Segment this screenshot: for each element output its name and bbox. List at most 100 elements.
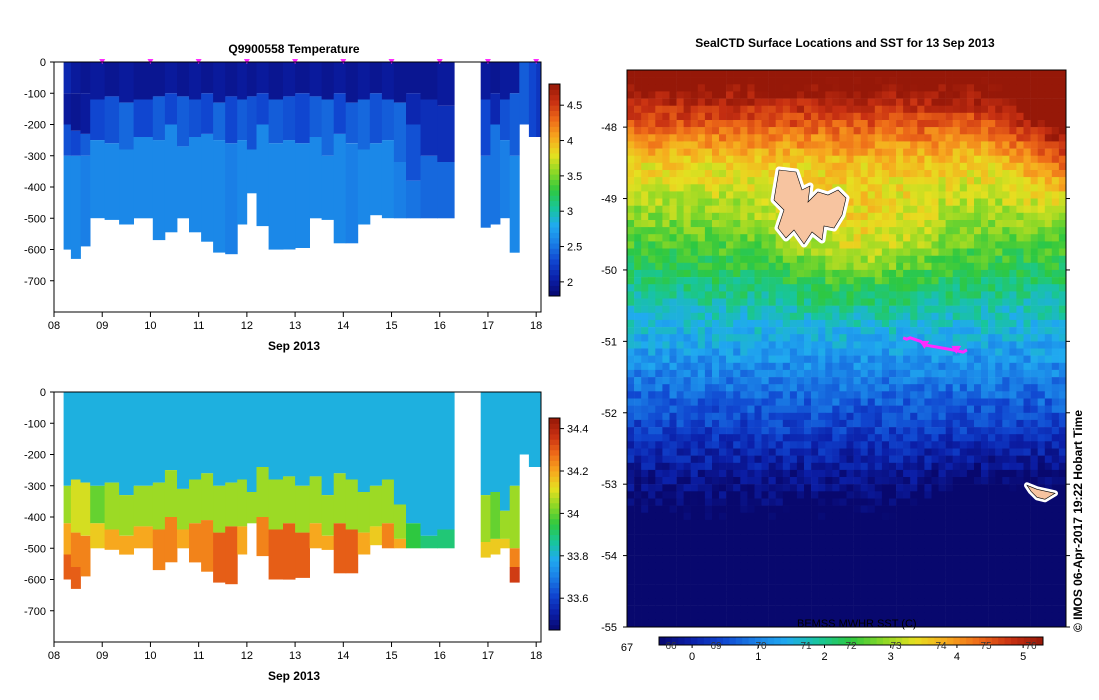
sst-cell-30-3 bbox=[839, 91, 847, 99]
sst-cell-39-32 bbox=[903, 298, 911, 306]
sst-cell-8-26 bbox=[683, 255, 691, 264]
sst-cell-7-62 bbox=[676, 512, 684, 521]
temperature-section-panel: Q9900558 Temperature 0-100-200-300-400-5… bbox=[24, 42, 582, 353]
sst-cell-51-19 bbox=[988, 205, 996, 214]
sst-cell-55-11 bbox=[1016, 148, 1024, 157]
sst-cell-36-49 bbox=[881, 419, 890, 428]
sst-cell-38-61 bbox=[896, 505, 904, 514]
sst-cell-46-48 bbox=[952, 412, 961, 421]
sst-cell-15-14 bbox=[733, 170, 741, 178]
sst-cell-36-53 bbox=[881, 448, 890, 456]
sst-cell-31-63 bbox=[846, 519, 854, 528]
sst-cell-31-13 bbox=[846, 162, 854, 171]
sst-cell-20-2 bbox=[768, 84, 776, 92]
sst-cell-2-8 bbox=[641, 127, 649, 135]
sst-cell-29-30 bbox=[832, 284, 840, 292]
sst-cell-61-8 bbox=[1058, 127, 1067, 135]
sst-cell-14-19 bbox=[726, 205, 734, 214]
sst-cell-10-23 bbox=[697, 234, 706, 242]
sst-cell-2-57 bbox=[641, 477, 649, 485]
sst-cell-20-55 bbox=[768, 462, 776, 471]
sst-cell-11-72 bbox=[704, 584, 713, 592]
sst-cell-44-44 bbox=[938, 384, 946, 392]
sst-cell-57-57 bbox=[1030, 477, 1038, 485]
sst-cell-5-48 bbox=[662, 412, 670, 421]
sst-cell-33-54 bbox=[860, 455, 869, 464]
sst-cell-35-59 bbox=[874, 491, 883, 499]
sst-cell-19-10 bbox=[761, 141, 769, 149]
temp-cell-14-2 bbox=[237, 140, 248, 225]
sst-cell-58-4 bbox=[1037, 98, 1046, 107]
sst-cell-31-55 bbox=[846, 462, 854, 471]
sst-cell-54-55 bbox=[1009, 462, 1017, 471]
sst-cell-44-18 bbox=[938, 198, 946, 206]
sst-cell-61-29 bbox=[1058, 277, 1067, 285]
sst-cell-56-51 bbox=[1023, 434, 1031, 442]
sst-cell-5-31 bbox=[662, 291, 670, 299]
sst-cell-1-10 bbox=[634, 141, 642, 149]
sst-cell-57-67 bbox=[1030, 548, 1038, 556]
sst-cell-3-72 bbox=[648, 584, 656, 592]
sst-cell-46-19 bbox=[952, 205, 961, 214]
sst-cell-57-42 bbox=[1030, 369, 1038, 378]
sst-cell-1-2 bbox=[634, 84, 642, 92]
sst-cell-20-8 bbox=[768, 127, 776, 135]
sst-cell-36-63 bbox=[881, 519, 890, 528]
sst-cell-10-15 bbox=[697, 177, 706, 185]
sst-cell-21-4 bbox=[775, 98, 784, 107]
sst-cell-48-34 bbox=[966, 312, 975, 321]
sst-cell-4-33 bbox=[655, 305, 663, 314]
sst-cell-14-7 bbox=[726, 120, 734, 128]
sst-cell-25-59 bbox=[804, 491, 812, 499]
sst-cell-25-71 bbox=[804, 577, 812, 585]
sst-cell-38-73 bbox=[896, 591, 904, 599]
sst-cell-30-30 bbox=[839, 284, 847, 292]
sst-cell-21-37 bbox=[775, 334, 784, 342]
sst-cell-27-4 bbox=[818, 98, 826, 107]
sst-cell-25-56 bbox=[804, 469, 812, 478]
sst-cell-32-45 bbox=[853, 391, 861, 399]
sst-cell-12-72 bbox=[712, 584, 720, 592]
sst-cell-14-62 bbox=[726, 512, 734, 521]
sst-cell-19-26 bbox=[761, 255, 769, 264]
sal-colorbar-step-29 bbox=[549, 471, 560, 477]
sst-cell-61-60 bbox=[1058, 498, 1067, 506]
sst-cell-43-41 bbox=[931, 362, 939, 371]
sst-cell-50-38 bbox=[981, 341, 989, 349]
sst-cell-23-51 bbox=[789, 434, 798, 442]
sst-cell-47-53 bbox=[959, 448, 968, 456]
sst-cell-41-62 bbox=[917, 512, 925, 521]
sst-cell-60-35 bbox=[1051, 319, 1060, 328]
sst-cell-30-73 bbox=[839, 591, 847, 599]
sal-colorbar-step-25 bbox=[549, 492, 560, 498]
sst-cell-34-47 bbox=[867, 405, 876, 414]
sst-cell-59-16 bbox=[1044, 184, 1053, 192]
sst-cell-37-2 bbox=[889, 84, 897, 92]
sst-cell-28-4 bbox=[825, 98, 833, 107]
sst-cell-45-14 bbox=[945, 170, 953, 178]
sst-cell-23-35 bbox=[789, 319, 798, 328]
sst-cell-44-35 bbox=[938, 319, 946, 328]
sst-cell-49-55 bbox=[974, 462, 982, 471]
sst-cell-4-13 bbox=[655, 162, 663, 171]
temp-cell-22-2 bbox=[333, 133, 347, 244]
sst-cell-37-18 bbox=[889, 198, 897, 206]
temp-cell-11-1 bbox=[201, 93, 214, 134]
sst-cell-52-3 bbox=[995, 91, 1003, 99]
sst-cell-1-40 bbox=[634, 355, 642, 364]
sst-cell-37-42 bbox=[889, 369, 897, 378]
sst-cell-6-66 bbox=[669, 541, 677, 549]
sst-cell-9-38 bbox=[690, 341, 699, 349]
sst-cell-2-4 bbox=[641, 98, 649, 107]
sst-cell-59-60 bbox=[1044, 498, 1053, 506]
sst-cell-28-22 bbox=[825, 227, 833, 235]
sst-cell-15-73 bbox=[733, 591, 741, 599]
sst-cell-30-29 bbox=[839, 277, 847, 285]
sst-cell-43-51 bbox=[931, 434, 939, 442]
sst-cell-0-21 bbox=[627, 220, 635, 228]
sst-cell-5-49 bbox=[662, 419, 670, 428]
sst-cell-9-15 bbox=[690, 177, 699, 185]
sst-cell-2-11 bbox=[641, 148, 649, 157]
sst-cell-11-48 bbox=[704, 412, 713, 421]
sal-ytick-label-7: -700 bbox=[24, 606, 46, 618]
